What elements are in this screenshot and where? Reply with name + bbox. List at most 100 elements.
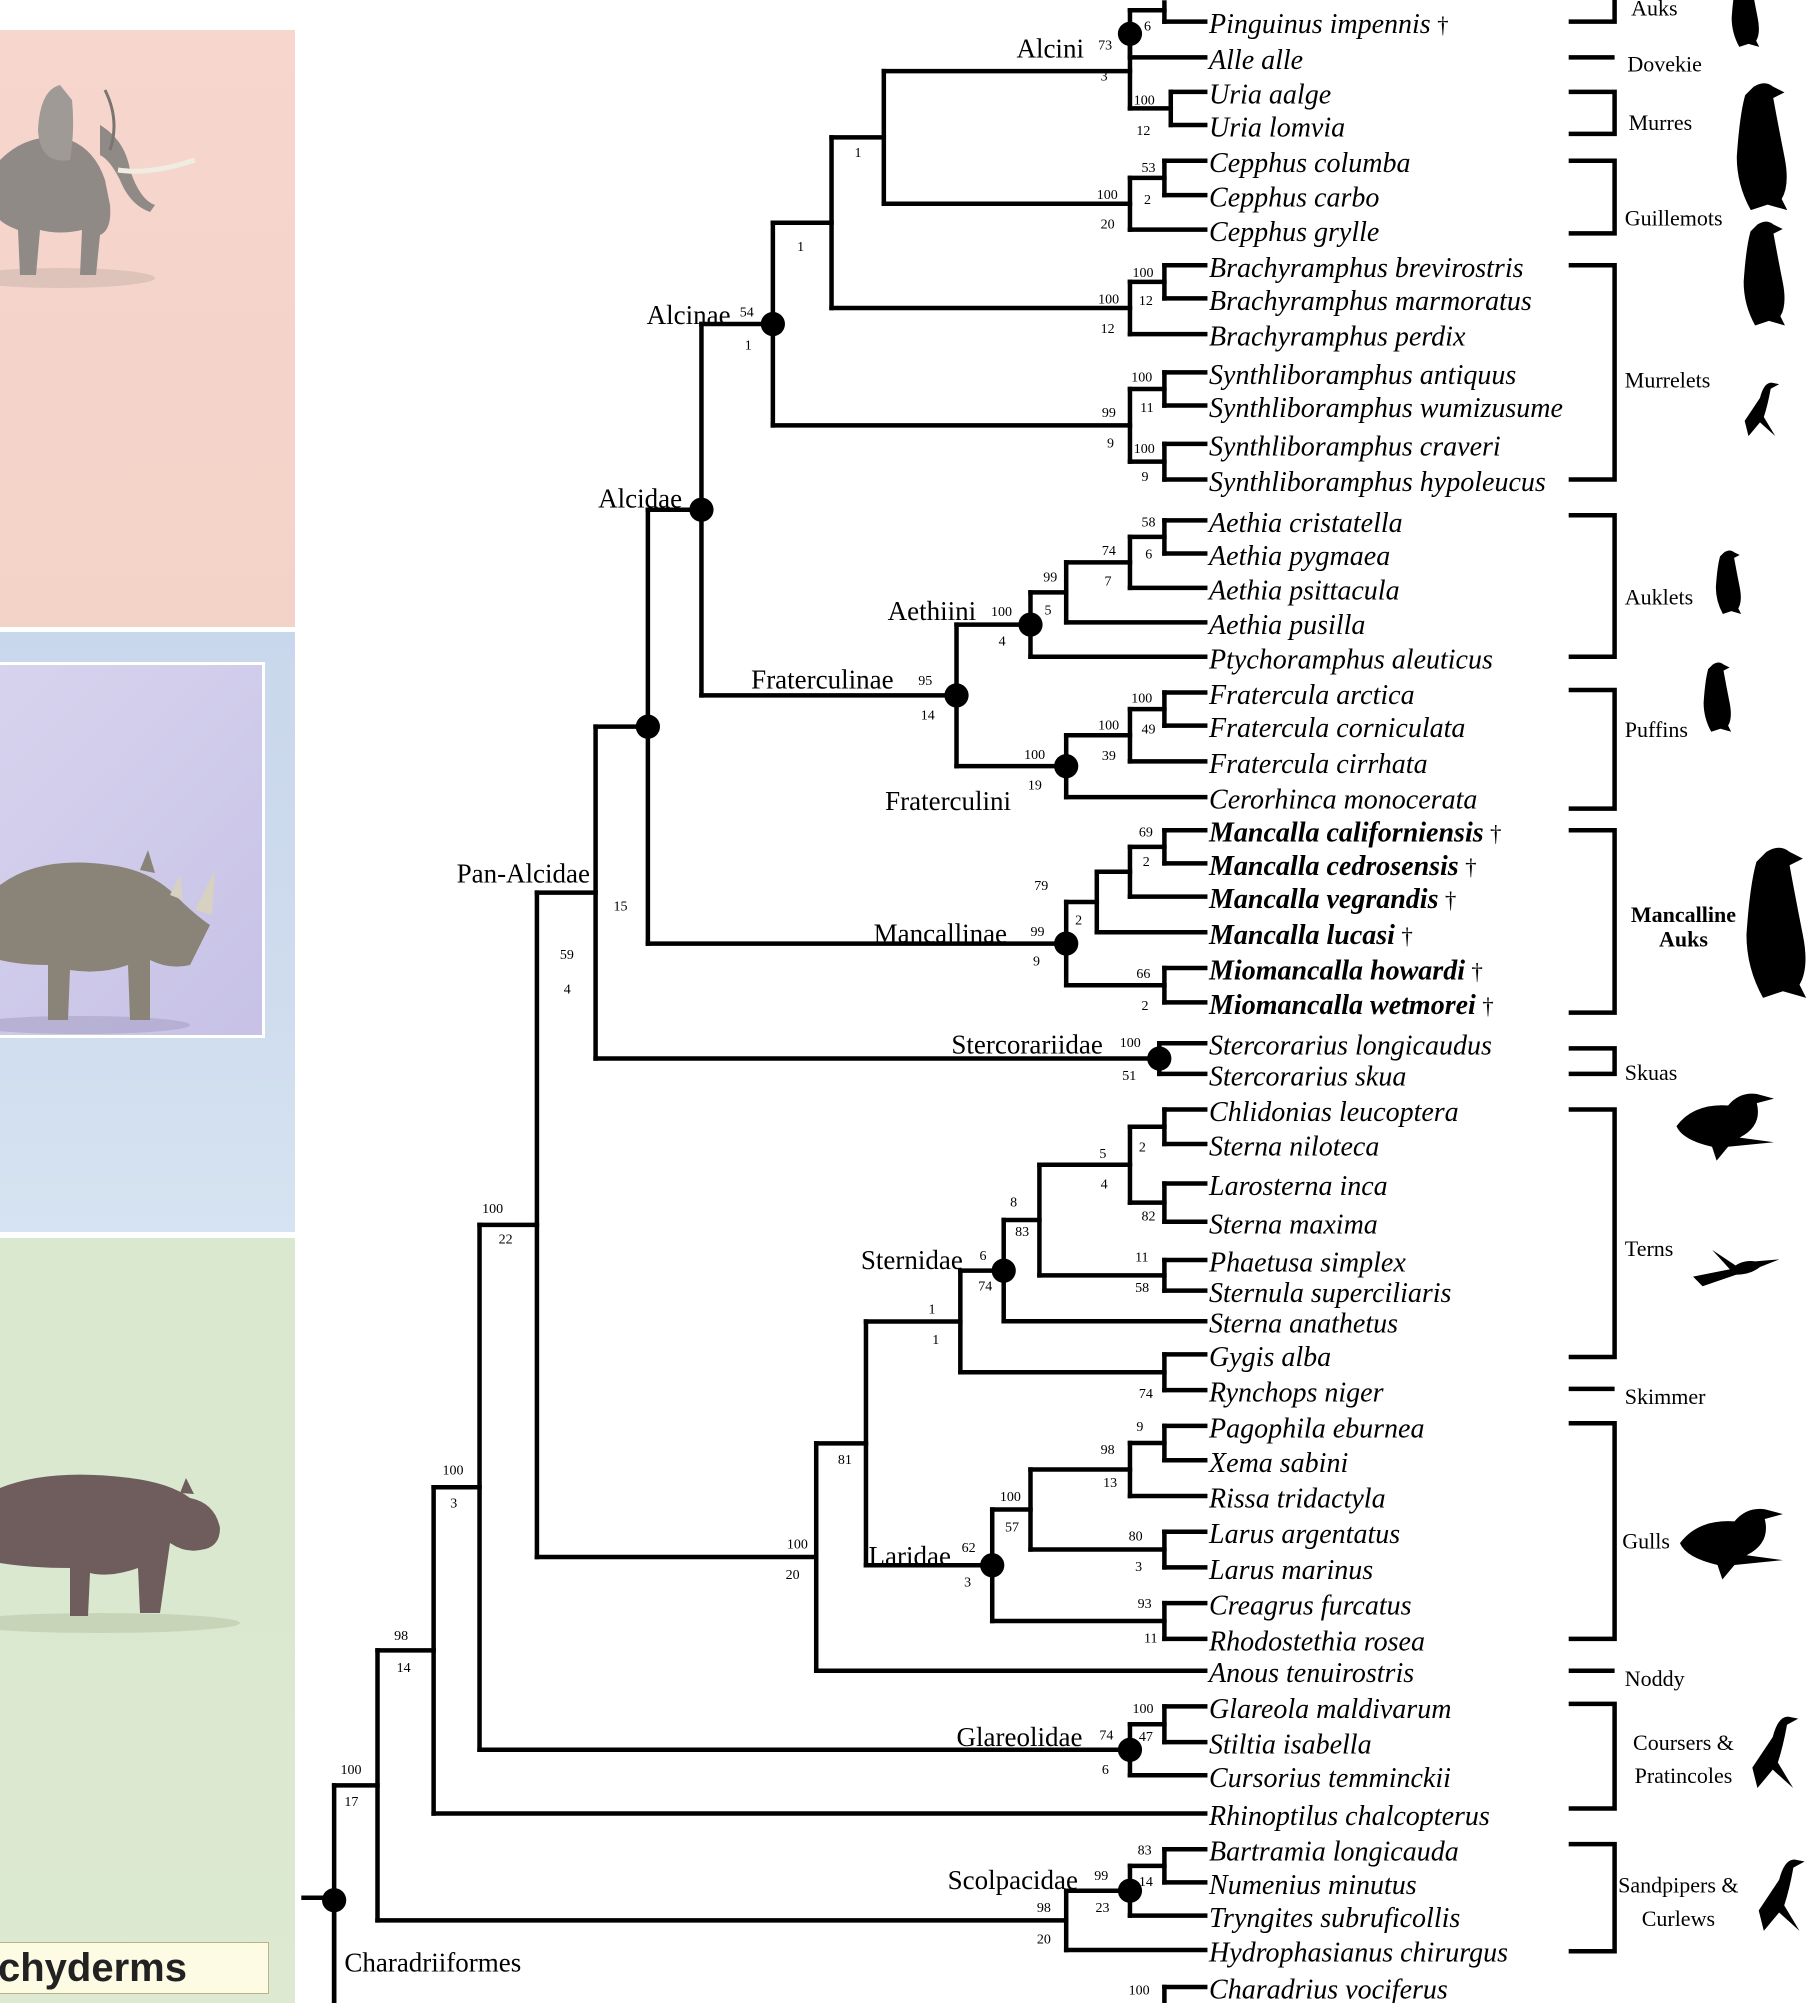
support-value: 47 [1139, 1730, 1153, 1745]
clade-laridae: Laridae [869, 1541, 951, 1571]
support-value: 100 [1120, 1036, 1141, 1051]
rhino-inner-box [0, 662, 265, 1038]
support-value: 62 [962, 1541, 976, 1556]
support-value: 100 [991, 605, 1012, 620]
taxon-uria-lomvia: Uria lomvia [1209, 112, 1345, 143]
support-value: 11 [1140, 401, 1153, 416]
group-bracket [1568, 158, 1617, 236]
support-value: 20 [786, 1568, 800, 1583]
support-value: 99 [1030, 925, 1044, 940]
support-value: 99 [1043, 571, 1057, 586]
group-bracket [1568, 1701, 1617, 1811]
taxon-uria-aalge: Uria aalge [1209, 79, 1331, 110]
group-gulls: Gulls [1622, 1528, 1670, 1553]
support-value: 5 [1045, 604, 1052, 619]
group-auklets: Auklets [1625, 585, 1693, 610]
support-value: 2 [1141, 999, 1148, 1014]
murrelet-silhouette [1744, 382, 1780, 437]
group-sandpipers-curlews: Sandpipers & Curlews [1618, 1873, 1738, 1931]
clade-pan-alcidae: Pan-Alcidae [457, 859, 590, 889]
group-puffins: Puffins [1625, 717, 1688, 742]
taxon-larus-argentatus: Larus argentatus [1208, 1519, 1400, 1550]
auklet-silhouette [1715, 550, 1742, 614]
support-value: 100 [1134, 442, 1155, 457]
taxon-xema-sabini: Xema sabini [1208, 1448, 1348, 1479]
group-bracket [1568, 1841, 1617, 1954]
support-value: 3 [964, 1576, 971, 1591]
elephant-illustration [0, 85, 196, 288]
guillemot-silhouette [1743, 221, 1785, 326]
clade-sternidae: Sternidae [861, 1245, 963, 1275]
group-noddy: Noddy [1625, 1666, 1685, 1691]
support-value: 14 [397, 1661, 411, 1676]
taxon-rhodostethia-rosea: Rhodostethia rosea [1208, 1626, 1425, 1657]
taxon-bartramia-longicauda: Bartramia longicauda [1209, 1837, 1459, 1868]
silhouette-shape [1679, 1508, 1783, 1580]
support-value: 6 [1102, 1763, 1109, 1778]
support-value: 6 [1145, 548, 1152, 563]
support-value: 81 [838, 1453, 852, 1468]
taxon-mancalla-cedrosensis: Mancalla cedrosensis † [1208, 851, 1477, 882]
silhouette-shape [1715, 550, 1742, 614]
group-murrelets: Murrelets [1625, 368, 1711, 393]
node-scolpacidae [1117, 1878, 1143, 1903]
courser-silhouette [1752, 1716, 1799, 1789]
bird-silhouettes [1676, 0, 1807, 1931]
hippo-illustration [0, 1474, 240, 1633]
taxon-alle-alle: Alle alle [1207, 45, 1303, 76]
auk-silhouette [1731, 0, 1760, 47]
silhouette-shape [1736, 83, 1788, 211]
taxon-hydrophasianus-chirurgus: Hydrophasianus chirurgus [1208, 1937, 1508, 1968]
silhouette-shape [1746, 847, 1807, 998]
support-value: 14 [921, 708, 935, 723]
node-alcidae [689, 497, 714, 522]
support-value: 100 [1133, 266, 1154, 281]
support-value: 54 [740, 305, 754, 320]
taxon-sterna-maxima: Sterna maxima [1209, 1209, 1378, 1240]
support-value: 12 [1101, 322, 1115, 337]
clade-stercorariidae: Stercorariidae [951, 1029, 1102, 1059]
support-value: 100 [1098, 719, 1119, 734]
clade-labels: Alcini Alcinae Alcidae Aethiini Fraterculina… [344, 33, 1102, 1977]
taxon-synthliboramphus-antiquus: Synthliboramphus antiquus [1209, 360, 1516, 391]
support-value: 1 [745, 338, 752, 353]
taxon-cursorius-temminckii: Cursorius temminckii [1209, 1763, 1451, 1794]
support-value: 74 [1139, 1387, 1153, 1402]
support-value: 22 [499, 1232, 513, 1247]
support-value: 2 [1143, 855, 1150, 870]
taxon-fratercula-arctica: Fratercula arctica [1208, 680, 1415, 711]
group-auks: Auks [1631, 0, 1677, 20]
support-value: 13 [1103, 1476, 1117, 1491]
group-bracket [1568, 0, 1617, 24]
support-value: 9 [1136, 1420, 1143, 1435]
taxon-aethia-pygmaea: Aethia pygmaea [1207, 541, 1390, 572]
support-value: 3 [450, 1496, 457, 1511]
support-value: 98 [1101, 1443, 1115, 1458]
support-value: 3 [1101, 69, 1108, 84]
support-value: 6 [1144, 20, 1151, 35]
rhino-panel [0, 632, 295, 1232]
support-value: 1 [797, 240, 804, 255]
support-value: 1 [854, 146, 861, 161]
mancalla-skeleton-silhouette [1746, 847, 1807, 998]
support-value: 9 [1107, 437, 1114, 452]
tree-nodes [322, 21, 1172, 1913]
node-alcinae [760, 311, 785, 337]
taxon-pagophila-eburnea: Pagophila eburnea [1208, 1413, 1424, 1444]
clade-glareolidae: Glareolidae [957, 1722, 1083, 1752]
sandpiper-silhouette [1758, 1859, 1805, 1931]
group-bracket [1568, 687, 1617, 811]
group-bracket [1568, 1107, 1617, 1360]
taxon-aethia-cristatella: Aethia cristatella [1207, 508, 1403, 539]
support-value: 2 [1075, 914, 1082, 929]
silhouette-shape [1752, 1716, 1799, 1789]
support-value: 99 [1102, 406, 1116, 421]
silhouette-shape [1693, 1249, 1780, 1287]
tree-branches [301, 0, 1208, 2003]
taxon-mancalla-lucasi: Mancalla lucasi † [1208, 920, 1413, 951]
silhouette-shape [1744, 382, 1780, 437]
group-skuas: Skuas [1625, 1060, 1678, 1085]
taxon-larosterna-inca: Larosterna inca [1208, 1171, 1388, 1202]
gull-silhouette [1679, 1508, 1783, 1580]
clade-aethiini: Aethiini [888, 596, 977, 626]
